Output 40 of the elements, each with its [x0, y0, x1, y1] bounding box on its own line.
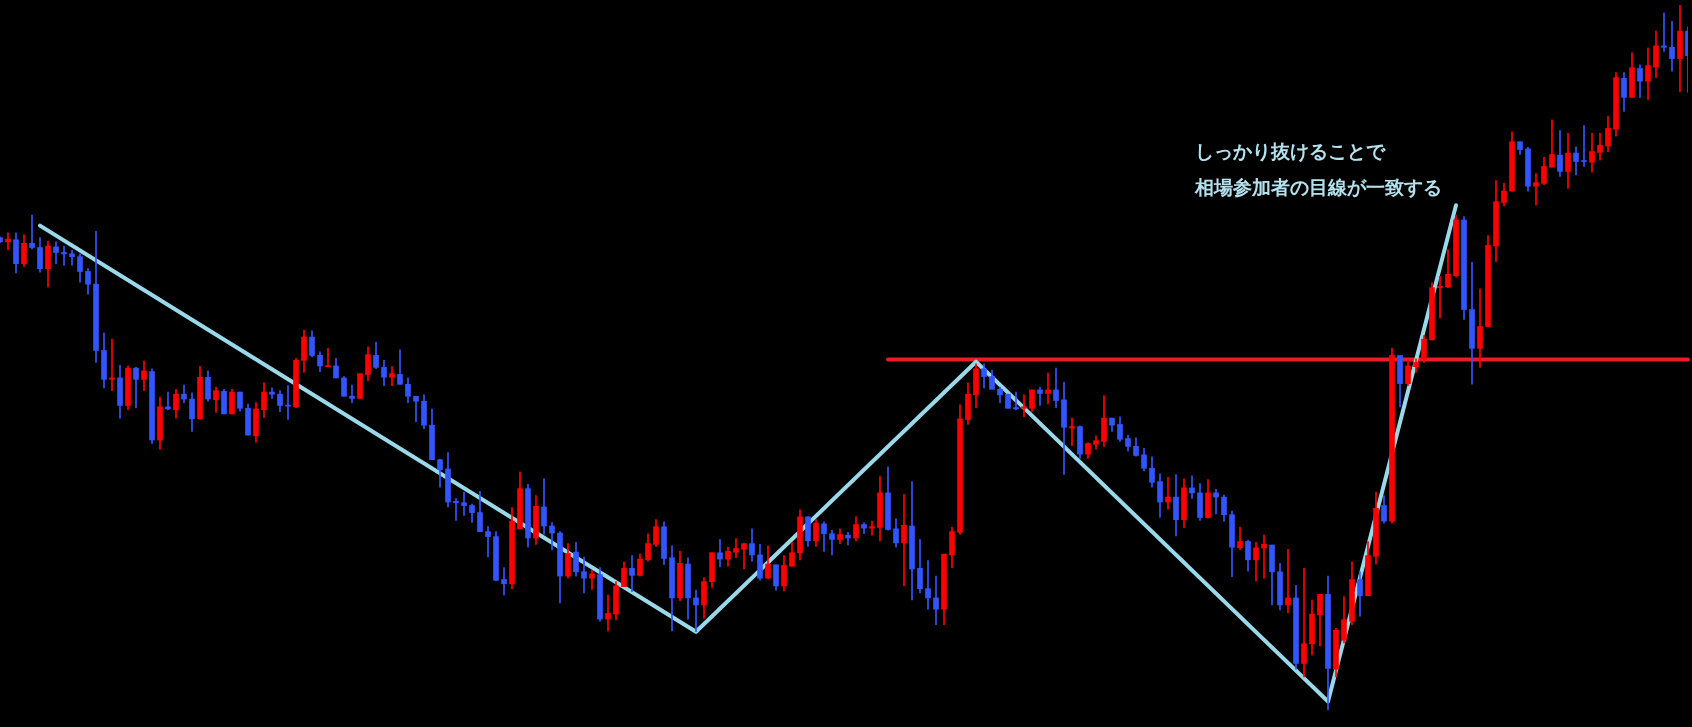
candlestick: [1165, 477, 1171, 510]
candlestick: [1661, 12, 1667, 52]
candlestick: [1037, 386, 1043, 406]
candlestick: [501, 567, 507, 596]
candlestick: [933, 575, 939, 626]
annotation: しっかり抜けることで: [1195, 139, 1386, 162]
candlestick: [869, 520, 875, 536]
candlestick: [901, 493, 907, 587]
candlestick: [925, 560, 931, 610]
candlestick: [1045, 372, 1051, 405]
annotation: 相場参加者の目線が一致する: [1194, 175, 1442, 198]
candlestick: [605, 594, 611, 632]
candlestick: [1261, 534, 1267, 579]
candlestick: [629, 555, 635, 592]
candlestick: [1581, 125, 1587, 167]
candlestick: [69, 250, 75, 266]
candlestick: [109, 338, 115, 391]
candlestick: [1285, 548, 1291, 614]
candlestick: [1189, 475, 1195, 499]
candlestick: [29, 214, 35, 250]
candlestick: [1301, 567, 1307, 678]
candlestick: [485, 526, 491, 558]
candlestick: [1437, 276, 1443, 319]
candlestick: [1533, 173, 1539, 206]
candlestick: [5, 232, 11, 250]
candlestick: [325, 348, 331, 367]
candlestick: [461, 491, 467, 516]
candlestick: [693, 589, 699, 633]
candlestick: [389, 366, 395, 387]
candlestick: [349, 384, 355, 403]
candlestick: [1013, 391, 1019, 410]
candlestick: [581, 556, 587, 594]
candlestick: [453, 498, 459, 521]
candlestick: [413, 395, 419, 422]
candlestick: [733, 538, 739, 559]
candlestick: [1021, 394, 1027, 418]
candlestick: [61, 245, 67, 266]
candlestick: [1669, 20, 1675, 72]
candlestick: [1069, 417, 1075, 446]
candlestick: [845, 532, 851, 546]
